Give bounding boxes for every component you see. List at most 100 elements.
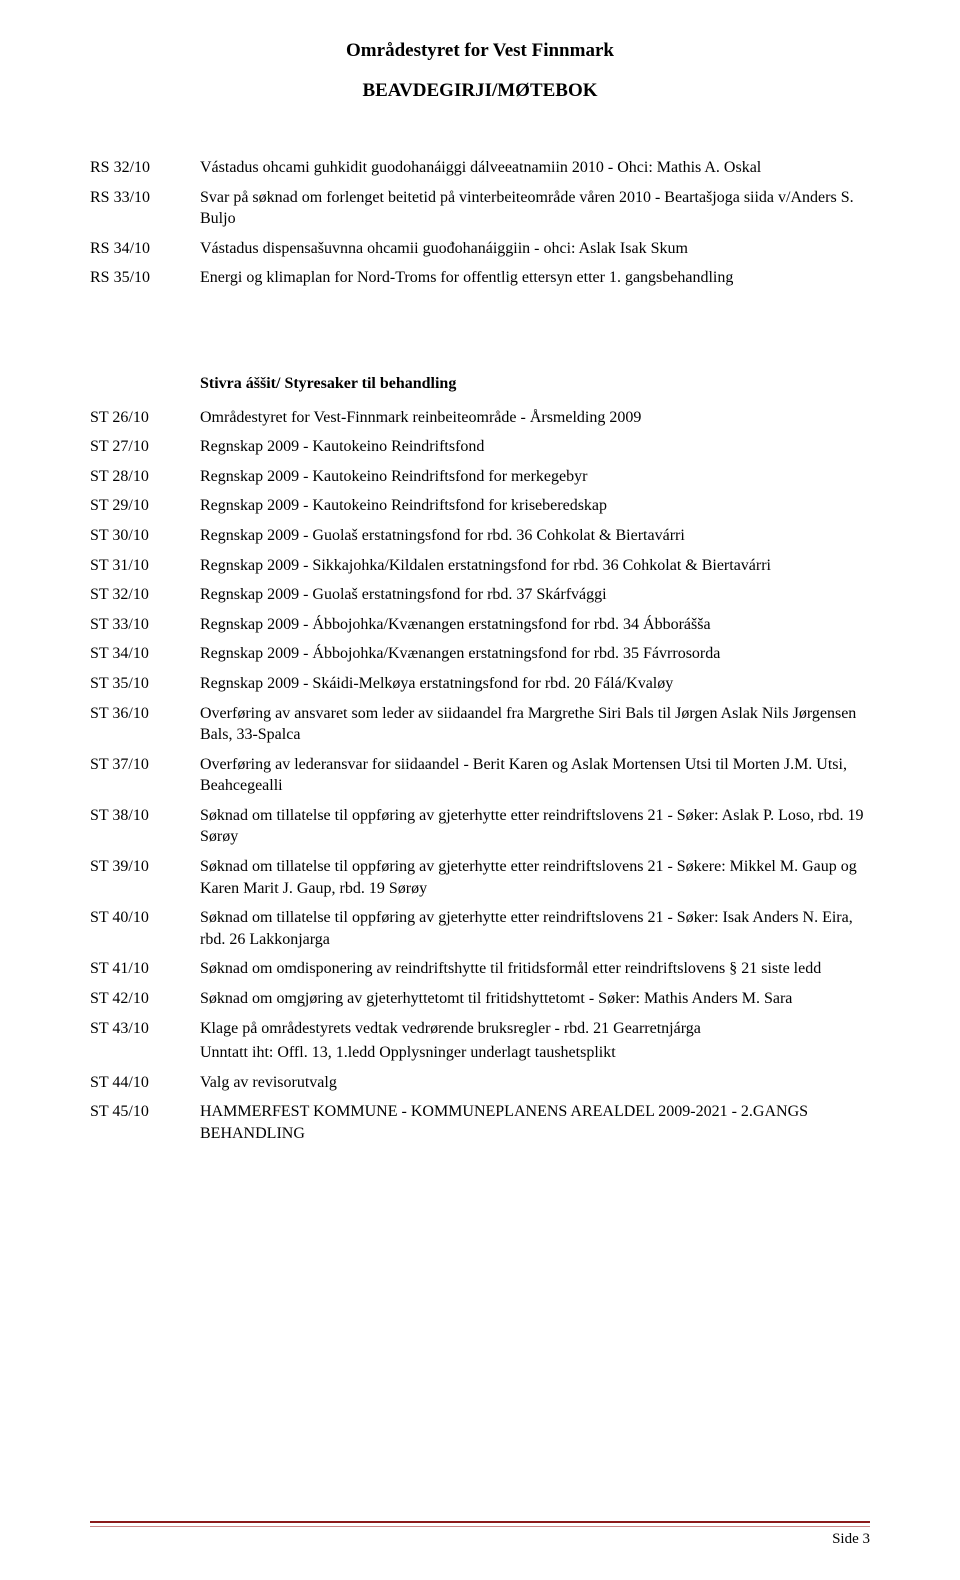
list-item: ST 30/10Regnskap 2009 - Guolaš erstatnin…	[90, 525, 870, 547]
spacer	[90, 297, 870, 337]
list-item: RS 32/10Vástadus ohcami guhkidit guodoha…	[90, 157, 870, 179]
item-text-main: Regnskap 2009 - Ábbojohka/Kvænangen erst…	[200, 643, 870, 665]
item-code: ST 39/10	[90, 856, 200, 899]
item-text: Regnskap 2009 - Sikkajohka/Kildalen erst…	[200, 555, 870, 577]
list-item: ST 44/10Valg av revisorutvalg	[90, 1072, 870, 1094]
item-text: Regnskap 2009 - Kautokeino Reindriftsfon…	[200, 466, 870, 488]
item-code: ST 42/10	[90, 988, 200, 1010]
item-text-main: Regnskap 2009 - Guolaš erstatningsfond f…	[200, 525, 870, 547]
item-code: ST 31/10	[90, 555, 200, 577]
item-code: ST 35/10	[90, 673, 200, 695]
item-text-main: Regnskap 2009 - Sikkajohka/Kildalen erst…	[200, 555, 870, 577]
item-text: Regnskap 2009 - Skáidi-Melkøya erstatnin…	[200, 673, 870, 695]
item-text: Energi og klimaplan for Nord-Troms for o…	[200, 267, 870, 289]
item-text-main: Regnskap 2009 - Guolaš erstatningsfond f…	[200, 584, 870, 606]
item-text-main: Regnskap 2009 - Kautokeino Reindriftsfon…	[200, 495, 870, 517]
item-text: Vástadus ohcami guhkidit guodohanáiggi d…	[200, 157, 870, 179]
item-text: Områdestyret for Vest-Finnmark reinbeite…	[200, 407, 870, 429]
item-text-main: Valg av revisorutvalg	[200, 1072, 870, 1094]
section-heading-empty-code	[90, 373, 200, 395]
item-text: Overføring av ansvaret som leder av siid…	[200, 703, 870, 746]
item-text: Svar på søknad om forlenget beitetid på …	[200, 187, 870, 230]
item-code: ST 41/10	[90, 958, 200, 980]
page-header: Områdestyret for Vest Finnmark BEAVDEGIR…	[90, 40, 870, 102]
item-code: ST 27/10	[90, 436, 200, 458]
list-item: ST 45/10HAMMERFEST KOMMUNE - KOMMUNEPLAN…	[90, 1101, 870, 1144]
list-item: ST 40/10Søknad om tillatelse til oppføri…	[90, 907, 870, 950]
item-code: RS 32/10	[90, 157, 200, 179]
item-text: Søknad om tillatelse til oppføring av gj…	[200, 856, 870, 899]
section-heading-row: Stivra áššit/ Styresaker til behandling	[90, 373, 870, 395]
item-code: RS 33/10	[90, 187, 200, 230]
list-item: ST 26/10Områdestyret for Vest-Finnmark r…	[90, 407, 870, 429]
item-text-main: Søknad om tillatelse til oppføring av gj…	[200, 856, 870, 899]
list-item: ST 32/10Regnskap 2009 - Guolaš erstatnin…	[90, 584, 870, 606]
item-code: ST 40/10	[90, 907, 200, 950]
list-item: ST 35/10Regnskap 2009 - Skáidi-Melkøya e…	[90, 673, 870, 695]
list-item: ST 38/10Søknad om tillatelse til oppføri…	[90, 805, 870, 848]
list-item: RS 35/10Energi og klimaplan for Nord-Tro…	[90, 267, 870, 289]
list-item: ST 34/10Regnskap 2009 - Ábbojohka/Kvænan…	[90, 643, 870, 665]
list-item: ST 41/10Søknad om omdisponering av reind…	[90, 958, 870, 980]
list-item: ST 42/10Søknad om omgjøring av gjeterhyt…	[90, 988, 870, 1010]
list-item: ST 33/10Regnskap 2009 - Ábbojohka/Kvænan…	[90, 614, 870, 636]
st-list: ST 26/10Områdestyret for Vest-Finnmark r…	[90, 407, 870, 1145]
item-text: Regnskap 2009 - Guolaš erstatningsfond f…	[200, 584, 870, 606]
item-code: ST 34/10	[90, 643, 200, 665]
item-text: HAMMERFEST KOMMUNE - KOMMUNEPLANENS AREA…	[200, 1101, 870, 1144]
item-text-main: Regnskap 2009 - Kautokeino Reindriftsfon…	[200, 466, 870, 488]
list-item: RS 33/10Svar på søknad om forlenget beit…	[90, 187, 870, 230]
item-code: ST 30/10	[90, 525, 200, 547]
item-code: ST 38/10	[90, 805, 200, 848]
item-code: RS 34/10	[90, 238, 200, 260]
header-title: Områdestyret for Vest Finnmark	[90, 40, 870, 62]
item-text: Søknad om omgjøring av gjeterhyttetomt t…	[200, 988, 870, 1010]
item-code: ST 32/10	[90, 584, 200, 606]
item-text-main: HAMMERFEST KOMMUNE - KOMMUNEPLANENS AREA…	[200, 1101, 870, 1144]
item-text: Valg av revisorutvalg	[200, 1072, 870, 1094]
item-text: Søknad om omdisponering av reindriftshyt…	[200, 958, 870, 980]
list-item: ST 31/10Regnskap 2009 - Sikkajohka/Kilda…	[90, 555, 870, 577]
rs-list: RS 32/10Vástadus ohcami guhkidit guodoha…	[90, 157, 870, 289]
item-code: ST 33/10	[90, 614, 200, 636]
item-text-main: Overføring av lederansvar for siidaandel…	[200, 754, 870, 797]
footer-rule	[90, 1521, 870, 1527]
list-item: ST 39/10Søknad om tillatelse til oppføri…	[90, 856, 870, 899]
item-text-main: Klage på områdestyrets vedtak vedrørende…	[200, 1018, 870, 1040]
item-code: ST 29/10	[90, 495, 200, 517]
page-footer: Side 3	[90, 1521, 870, 1548]
item-text-main: Områdestyret for Vest-Finnmark reinbeite…	[200, 407, 870, 429]
list-item: ST 28/10Regnskap 2009 - Kautokeino Reind…	[90, 466, 870, 488]
item-text: Vástadus dispensašuvnna ohcamii guođohan…	[200, 238, 870, 260]
list-item: ST 29/10Regnskap 2009 - Kautokeino Reind…	[90, 495, 870, 517]
item-text-main: Regnskap 2009 - Skáidi-Melkøya erstatnin…	[200, 673, 870, 695]
item-text: Regnskap 2009 - Ábbojohka/Kvænangen erst…	[200, 643, 870, 665]
item-code: RS 35/10	[90, 267, 200, 289]
item-code: ST 43/10	[90, 1018, 200, 1064]
item-text: Regnskap 2009 - Ábbojohka/Kvænangen erst…	[200, 614, 870, 636]
item-text: Søknad om tillatelse til oppføring av gj…	[200, 805, 870, 848]
list-item: ST 37/10Overføring av lederansvar for si…	[90, 754, 870, 797]
item-text: Regnskap 2009 - Kautokeino Reindriftsfon…	[200, 495, 870, 517]
item-text: Søknad om tillatelse til oppføring av gj…	[200, 907, 870, 950]
footer-page-number: Side 3	[90, 1531, 870, 1548]
list-item: ST 36/10Overføring av ansvaret som leder…	[90, 703, 870, 746]
item-code: ST 37/10	[90, 754, 200, 797]
page-container: Områdestyret for Vest Finnmark BEAVDEGIR…	[0, 0, 960, 1580]
item-text-main: Regnskap 2009 - Kautokeino Reindriftsfon…	[200, 436, 870, 458]
item-code: ST 28/10	[90, 466, 200, 488]
item-text: Regnskap 2009 - Guolaš erstatningsfond f…	[200, 525, 870, 547]
item-code: ST 36/10	[90, 703, 200, 746]
item-text-main: Søknad om tillatelse til oppføring av gj…	[200, 907, 870, 950]
item-text: Klage på områdestyrets vedtak vedrørende…	[200, 1018, 870, 1064]
item-code: ST 44/10	[90, 1072, 200, 1094]
item-text-main: Søknad om omgjøring av gjeterhyttetomt t…	[200, 988, 870, 1010]
item-text-main: Regnskap 2009 - Ábbojohka/Kvænangen erst…	[200, 614, 870, 636]
header-subtitle: BEAVDEGIRJI/MØTEBOK	[90, 80, 870, 102]
list-item: RS 34/10Vástadus dispensašuvnna ohcamii …	[90, 238, 870, 260]
item-text: Regnskap 2009 - Kautokeino Reindriftsfon…	[200, 436, 870, 458]
section-heading-text: Stivra áššit/ Styresaker til behandling	[200, 373, 870, 395]
item-text: Overføring av lederansvar for siidaandel…	[200, 754, 870, 797]
item-code: ST 45/10	[90, 1101, 200, 1144]
list-item: ST 27/10Regnskap 2009 - Kautokeino Reind…	[90, 436, 870, 458]
